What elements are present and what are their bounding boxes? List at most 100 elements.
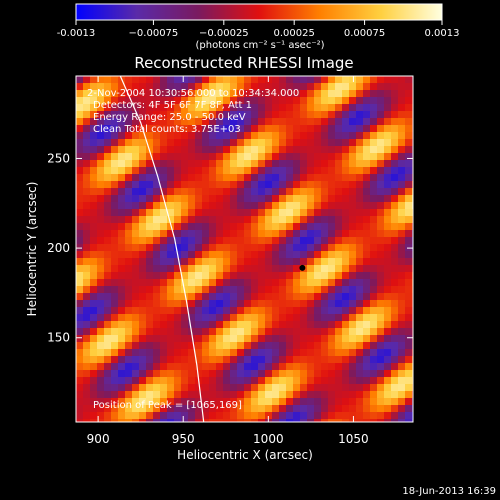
heatmap-cell [335,265,343,273]
heatmap-cell [314,412,322,420]
heatmap-cell [216,223,224,231]
heatmap-cell [384,167,392,175]
heatmap-cell [83,356,91,364]
heatmap-cell [370,412,378,420]
heatmap-cell [104,363,112,371]
heatmap-cell [398,335,406,343]
heatmap-cell [223,258,231,266]
heatmap-cell [132,104,140,112]
heatmap-cell [363,90,371,98]
heatmap-cell [83,111,91,119]
heatmap-cell [223,419,231,422]
heatmap-cell [202,342,210,350]
heatmap-cell [300,76,308,84]
heatmap-cell [244,230,252,238]
heatmap-cell [398,167,406,175]
heatmap-cell [286,230,294,238]
heatmap-cell [209,244,217,252]
heatmap-cell [111,293,119,301]
heatmap-cell [370,237,378,245]
heatmap-cell [202,272,210,280]
heatmap-cell [384,419,392,422]
heatmap-cell [146,328,154,336]
heatmap-cell [342,230,350,238]
heatmap-cell [209,146,217,154]
heatmap-cell [279,398,287,406]
heatmap-cell [363,265,371,273]
heatmap-cell [104,384,112,392]
heatmap-cell [398,188,406,196]
heatmap-cell [188,307,196,315]
heatmap-cell [223,300,231,308]
heatmap-cell [167,279,175,287]
heatmap-cell [223,405,231,413]
heatmap-cell [195,76,203,84]
heatmap-cell [146,132,154,140]
heatmap-cell [76,104,84,112]
heatmap-cell [125,167,133,175]
heatmap-cell [83,405,91,413]
heatmap-cell [167,377,175,385]
heatmap-cell [167,181,175,189]
heatmap-cell [167,286,175,294]
heatmap-cell [76,279,84,287]
heatmap-cell [377,293,385,301]
heatmap-cell [174,335,182,343]
heatmap-cell [202,181,210,189]
heatmap-cell [83,328,91,336]
heatmap-cell [97,244,105,252]
heatmap-cell [244,244,252,252]
heatmap-cell [160,342,168,350]
heatmap-cell [349,202,357,210]
heatmap-cell [300,202,308,210]
heatmap-cell [251,230,259,238]
heatmap-cell [223,398,231,406]
heatmap-cell [216,230,224,238]
heatmap-cell [125,230,133,238]
position-marker [299,264,306,271]
heatmap-cell [83,384,91,392]
heatmap-cell [300,111,308,119]
heatmap-cell [146,76,154,84]
heatmap-cell [132,412,140,420]
heatmap-cell [132,405,140,413]
heatmap-cell [216,321,224,329]
heatmap-cell [272,237,280,245]
heatmap-cell [363,97,371,105]
heatmap-cell [146,279,154,287]
heatmap-cell [314,195,322,203]
heatmap-cell [258,349,266,357]
heatmap-cell [153,349,161,357]
heatmap-cell [237,258,245,266]
heatmap-cell [167,146,175,154]
heatmap-cell [97,419,105,422]
heatmap-cell [237,76,245,84]
heatmap-cell [230,230,238,238]
heatmap-cell [335,300,343,308]
heatmap-cell [321,104,329,112]
heatmap-cell [223,342,231,350]
heatmap-cell [153,139,161,147]
heatmap-cell [90,419,98,422]
heatmap-cell [188,377,196,385]
heatmap-cell [111,419,119,422]
heatmap-cell [230,377,238,385]
heatmap-cell [104,237,112,245]
heatmap-cell [335,181,343,189]
heatmap-cell [391,139,399,147]
heatmap-cell [300,279,308,287]
heatmap-cell [377,97,385,105]
heatmap-cell [286,356,294,364]
heatmap-cell [76,405,84,413]
heatmap-cell [300,356,308,364]
heatmap-cell [160,335,168,343]
heatmap-cell [167,83,175,91]
heatmap-cell [188,202,196,210]
heatmap-cell [314,293,322,301]
heatmap-cell [300,377,308,385]
heatmap-cell [125,181,133,189]
heatmap-cell [125,139,133,147]
heatmap-cell [377,167,385,175]
heatmap-cell [251,363,259,371]
heatmap-cell [307,342,315,350]
